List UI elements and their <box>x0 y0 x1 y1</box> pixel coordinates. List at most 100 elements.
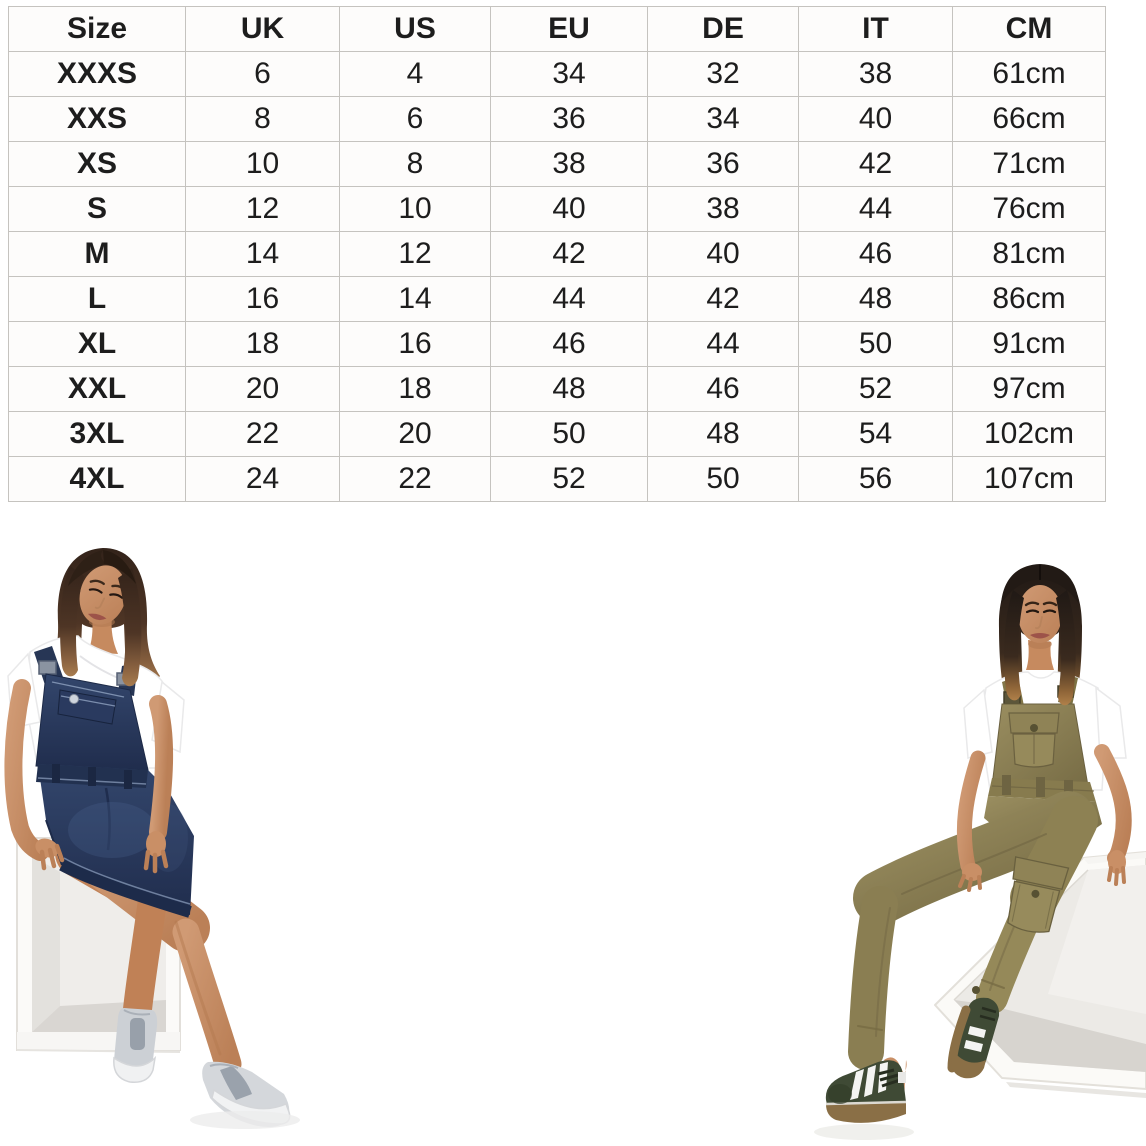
size-cell: 38 <box>798 51 953 97</box>
size-cell: XXL <box>8 366 186 412</box>
size-cell: 16 <box>185 276 340 322</box>
size-chart-row: XL 18 16 46 44 50 91cm <box>8 321 1106 367</box>
size-cell: 14 <box>339 276 491 322</box>
size-cell: 22 <box>339 456 491 502</box>
size-cell: 40 <box>490 186 648 232</box>
size-cell: 12 <box>185 186 340 232</box>
size-cell: 42 <box>798 141 953 187</box>
model-hair-front <box>1001 564 1079 706</box>
size-cell: 52 <box>798 366 953 412</box>
column-header-uk: UK <box>185 6 340 52</box>
green-sneaker-left <box>825 1057 907 1123</box>
size-cell: 38 <box>647 186 799 232</box>
size-cell: 48 <box>647 411 799 457</box>
size-cell: 50 <box>798 321 953 367</box>
size-cell: 97cm <box>952 366 1106 412</box>
size-cell: 40 <box>647 231 799 277</box>
size-chart-row: XXL 20 18 48 46 52 97cm <box>8 366 1106 412</box>
size-cell: L <box>8 276 186 322</box>
size-chart-row: S 12 10 40 38 44 76cm <box>8 186 1106 232</box>
size-cell: M <box>8 231 186 277</box>
size-cell: 42 <box>647 276 799 322</box>
cargo-pocket <box>1007 856 1070 933</box>
size-cell: S <box>8 186 186 232</box>
arms <box>4 679 174 874</box>
size-cell: 4 <box>339 51 491 97</box>
floor-shadow <box>814 1124 914 1140</box>
column-header-us: US <box>339 6 491 52</box>
size-cell: 54 <box>798 411 953 457</box>
size-cell: 44 <box>490 276 648 322</box>
size-cell: 50 <box>647 456 799 502</box>
green-sneaker-right <box>947 997 1000 1079</box>
size-chart-row: 3XL 22 20 50 48 54 102cm <box>8 411 1106 457</box>
size-cell: 81cm <box>952 231 1106 277</box>
column-header-it: IT <box>798 6 953 52</box>
size-cell: 76cm <box>952 186 1106 232</box>
model-hair-front <box>60 550 142 687</box>
column-header-eu: EU <box>490 6 648 52</box>
floor-shadow <box>190 1111 300 1129</box>
pocket-button <box>1030 724 1038 732</box>
hem-button <box>972 986 980 994</box>
size-cell: 48 <box>490 366 648 412</box>
size-cell: 6 <box>185 51 340 97</box>
box-shadow <box>1006 1082 1146 1098</box>
size-cell: 86cm <box>952 276 1106 322</box>
size-cell: 20 <box>339 411 491 457</box>
size-cell: 12 <box>339 231 491 277</box>
size-cell: 16 <box>339 321 491 367</box>
silver-shoe-left <box>113 1008 158 1083</box>
size-cell: 3XL <box>8 411 186 457</box>
size-cell: 8 <box>339 141 491 187</box>
size-cell: 48 <box>798 276 953 322</box>
left-model-photo <box>4 548 300 1129</box>
size-cell: 10 <box>339 186 491 232</box>
size-cell: 38 <box>490 141 648 187</box>
size-cell: 50 <box>490 411 648 457</box>
size-cell: XXS <box>8 96 186 142</box>
size-cell: 71cm <box>952 141 1106 187</box>
size-chart-row: XS 10 8 38 36 42 71cm <box>8 141 1106 187</box>
size-cell: 36 <box>490 96 648 142</box>
size-cell: 22 <box>185 411 340 457</box>
size-cell: 14 <box>185 231 340 277</box>
size-cell: 18 <box>339 366 491 412</box>
size-chart-row: XXS 8 6 36 34 40 66cm <box>8 96 1106 142</box>
size-cell: XXXS <box>8 51 186 97</box>
size-chart-row: L 16 14 44 42 48 86cm <box>8 276 1106 322</box>
size-cell: 91cm <box>952 321 1106 367</box>
right-model-photo <box>814 564 1146 1140</box>
size-chart-table: Size UK US EU DE IT CM XXXS 6 4 34 32 38… <box>8 6 1106 502</box>
size-cell: 107cm <box>952 456 1106 502</box>
size-cell: 40 <box>798 96 953 142</box>
size-cell: 46 <box>647 366 799 412</box>
size-cell: 18 <box>185 321 340 367</box>
size-cell: XS <box>8 141 186 187</box>
size-cell: 10 <box>185 141 340 187</box>
size-chart-header-row: Size UK US EU DE IT CM <box>8 6 1106 52</box>
size-cell: 44 <box>647 321 799 367</box>
size-cell: 32 <box>647 51 799 97</box>
size-cell: 102cm <box>952 411 1106 457</box>
size-cell: 66cm <box>952 96 1106 142</box>
size-chart-row: XXXS 6 4 34 32 38 61cm <box>8 51 1106 97</box>
size-cell: 56 <box>798 456 953 502</box>
strap-buckle <box>38 660 57 675</box>
white-box <box>934 851 1146 1090</box>
model-face <box>1018 585 1062 643</box>
size-cell: 46 <box>798 231 953 277</box>
size-cell: 44 <box>798 186 953 232</box>
size-chart-row: M 14 12 42 40 46 81cm <box>8 231 1106 277</box>
size-cell: 46 <box>490 321 648 367</box>
size-cell: 8 <box>185 96 340 142</box>
size-chart-row: 4XL 24 22 52 50 56 107cm <box>8 456 1106 502</box>
pocket-charm <box>69 694 79 704</box>
size-cell: 42 <box>490 231 648 277</box>
size-cell: 34 <box>490 51 648 97</box>
size-cell: 4XL <box>8 456 186 502</box>
size-cell: 34 <box>647 96 799 142</box>
column-header-cm: CM <box>952 6 1106 52</box>
size-cell: 61cm <box>952 51 1106 97</box>
